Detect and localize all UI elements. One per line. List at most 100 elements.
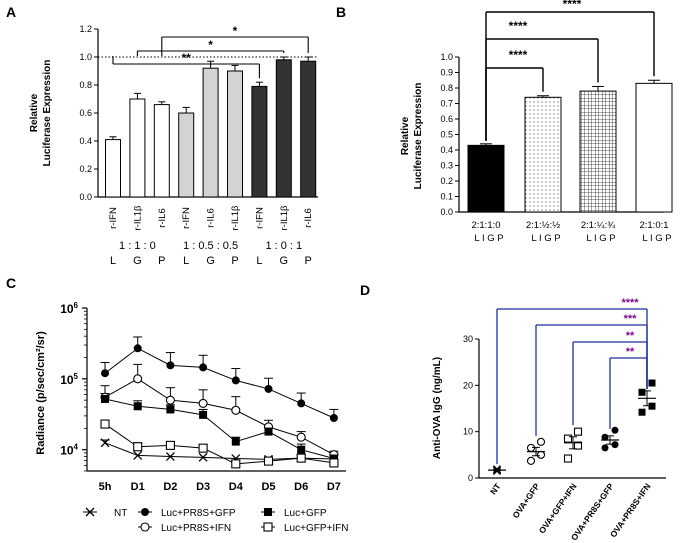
- d-point-3-1: [611, 441, 619, 449]
- c-point-3-2: [166, 405, 175, 414]
- d-ylabel: Anti-OVA IgG (ng/mL): [432, 357, 443, 459]
- b-sig-label-1: ****: [509, 19, 528, 33]
- a-ytick-label-4: 0.8: [79, 80, 92, 90]
- b-xsublabel-1: L I G P: [531, 233, 560, 244]
- c-point-2-3: [198, 398, 208, 408]
- b-ytick-label-2: 0.2: [440, 176, 453, 186]
- d-point-3-3: [611, 426, 619, 434]
- b-bar-3: [635, 82, 673, 213]
- a-group-letter-1-1: G: [206, 255, 215, 267]
- d-point-4-0: [638, 408, 646, 416]
- c-point-2-2: [165, 395, 175, 405]
- d-point-1-0: [526, 456, 536, 465]
- d-sig-label-1: ***: [624, 313, 638, 325]
- a-xlabel-3: r-IFN: [181, 207, 192, 229]
- c-point-4-1: [133, 442, 143, 452]
- panel-label-d: D: [360, 282, 370, 298]
- b-ytick-label-3: 0.3: [440, 161, 453, 171]
- b-xlabel-3: 2:1:0:1: [639, 220, 668, 231]
- a-sig-label-0: *: [233, 24, 238, 38]
- c-legend-label-0: NT: [114, 508, 127, 519]
- b-xsublabel-3: L I G P: [642, 233, 671, 244]
- c-legend-marker-2: [140, 522, 150, 532]
- d-sig-label-3: **: [626, 346, 635, 358]
- d-point-1-3: [536, 437, 546, 446]
- a-xlabel-4: r-IL6: [206, 208, 217, 228]
- a-bar-2: [153, 104, 170, 198]
- a-group-ratio-2: 1 : 0 : 1: [265, 240, 302, 252]
- d-xlabel-2: OVA+GFP+IFN: [537, 481, 579, 535]
- c-point-1-7: [329, 413, 338, 422]
- d-ytick-label-3: 30: [463, 334, 473, 344]
- c-series-line-4: [104, 423, 334, 465]
- a-bar-3: [178, 112, 195, 198]
- b-ylabel-2: Luciferase Expression: [413, 83, 424, 190]
- a-xlabel-8: r-IL6: [303, 208, 314, 228]
- c-legend-marker-0-b: [85, 507, 95, 517]
- b-ytick-label-0: 0.0: [440, 207, 453, 217]
- d-point-2-3: [573, 427, 583, 436]
- d-point-4-3: [648, 379, 656, 387]
- c-point-4-6: [296, 453, 306, 463]
- a-group-ratio-1: 1 : 0.5 : 0.5: [183, 240, 238, 252]
- c-xlabel-3: D3: [196, 481, 210, 493]
- b-xsublabel-2: L I G P: [586, 233, 615, 244]
- c-xlabel-6: D6: [294, 481, 308, 493]
- d-xlabel-0: NT: [488, 481, 503, 497]
- c-ytick-label-2: 106: [60, 301, 78, 316]
- c-point-4-7: [329, 458, 339, 468]
- b-ytick-label-10: 1.0: [440, 52, 453, 62]
- a-ytick-label-1: 0.2: [79, 164, 92, 174]
- c-ytick-exp-0: 4: [74, 443, 79, 452]
- panel-label-c: C: [6, 275, 16, 291]
- d-point-2-0: [563, 454, 573, 463]
- a-group-letter-2-1: G: [280, 255, 289, 267]
- a-xlabel-7: r-IL1β: [279, 205, 290, 231]
- c-point-4-0: [100, 419, 110, 429]
- d-sig-label-2: **: [626, 330, 635, 342]
- a-sig-label-1: *: [208, 38, 213, 52]
- c-point-1-6: [297, 399, 306, 408]
- c-point-1-2: [166, 361, 175, 370]
- b-ylabel-1: Relative: [400, 116, 411, 155]
- a-group-letter-2-0: L: [256, 255, 262, 267]
- c-legend-label-2: Luc+PR8S+IFN: [161, 523, 231, 534]
- c-ytick-base-0: 10: [60, 444, 74, 458]
- a-group-letter-1-2: P: [231, 255, 238, 267]
- c-point-0-1-b: [133, 450, 143, 460]
- c-point-0-2-b: [165, 452, 175, 462]
- d-ytick-label-1: 10: [463, 427, 473, 437]
- a-xlabel-2: r-IL6: [157, 208, 168, 228]
- d-point-4-2: [638, 388, 646, 396]
- a-bar-5: [227, 70, 243, 198]
- c-series-line-1: [104, 347, 335, 419]
- c-point-4-5: [263, 456, 274, 466]
- b-xlabel-1: 2:1:½:½: [526, 220, 560, 231]
- c-point-1-5: [264, 384, 273, 393]
- c-ylabel: Radiance (p/sec/cm²/sr): [35, 331, 47, 455]
- a-group-letter-0-1: G: [133, 255, 142, 267]
- a-ylabel-2: Luciferase Expression: [42, 60, 53, 167]
- c-series-line-3: [104, 398, 335, 460]
- c-xlabel-0: 5h: [99, 481, 112, 493]
- c-xlabel-1: D1: [131, 481, 145, 493]
- c-point-1-0: [101, 369, 109, 378]
- c-point-3-6: [297, 445, 306, 454]
- a-group-letter-0-2: P: [158, 255, 165, 267]
- a-xlabel-6: r-IFN: [254, 207, 265, 229]
- c-ytick-label-0: 104: [60, 443, 78, 458]
- a-group-letter-1-0: L: [183, 255, 189, 267]
- d-point-2-1: [573, 441, 583, 450]
- c-legend-marker-1: [141, 508, 149, 516]
- a-bar-8: [300, 60, 317, 198]
- c-xlabel-7: D7: [327, 481, 341, 493]
- b-ytick-label-9: 0.9: [440, 68, 453, 78]
- d-point-2-2: [563, 434, 573, 443]
- a-group-ratio-0: 1 : 1 : 0: [119, 240, 156, 252]
- c-point-4-2: [165, 440, 175, 450]
- c-point-4-3: [198, 443, 208, 453]
- b-bar-1: [524, 96, 562, 213]
- a-ytick-label-0: 0.0: [79, 192, 92, 202]
- d-xlabel-4: OVA+PR8S+IFN: [608, 481, 653, 539]
